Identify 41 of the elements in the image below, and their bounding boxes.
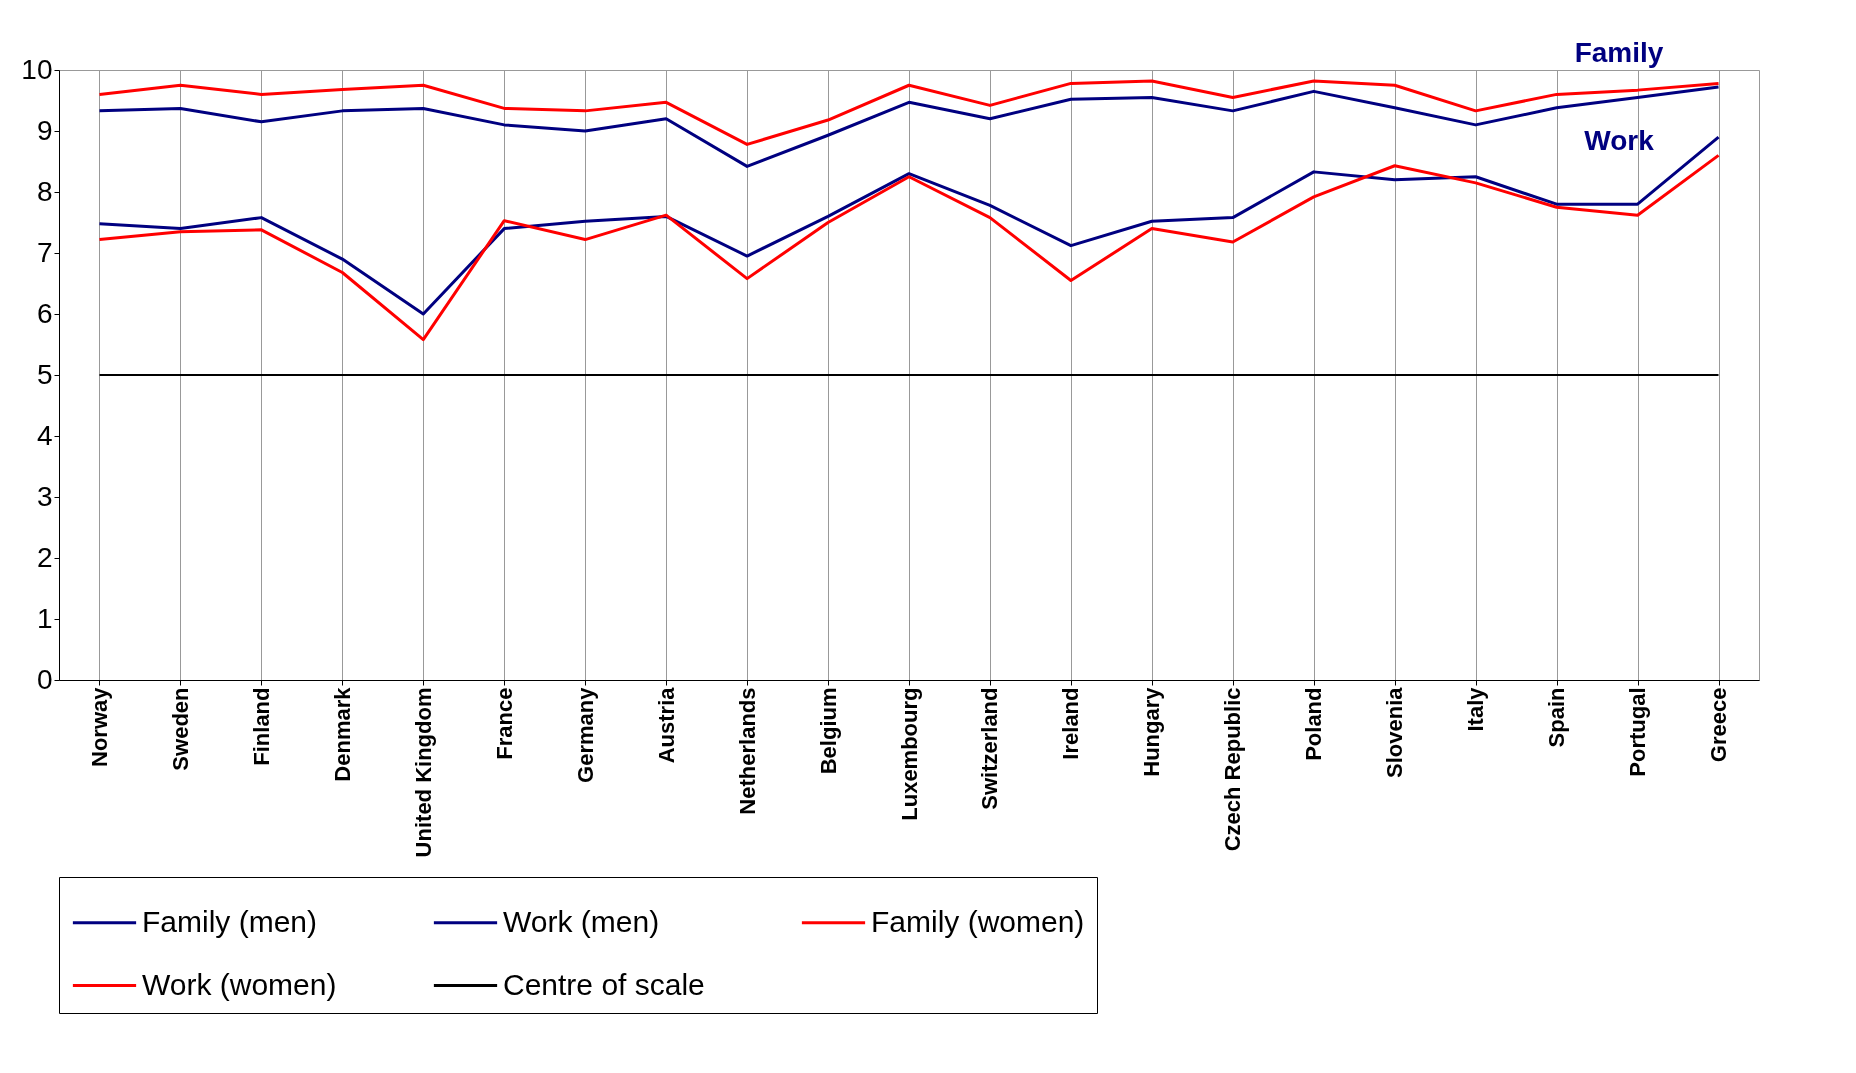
text: Family <box>1574 37 1664 68</box>
x-tick-label: Greece <box>1706 687 1732 763</box>
x-tick-label: United Kingdom <box>410 687 436 858</box>
x-tick-label: Ireland <box>1058 687 1084 760</box>
y-tick-label: 5 <box>36 358 53 390</box>
x-tick-label: France <box>491 687 517 760</box>
x-tick-label: Hungary <box>1139 686 1165 777</box>
legend-label: Centre of scale <box>503 967 705 1001</box>
legend-label: Family (men) <box>142 904 318 938</box>
legend-label: Work (men) <box>503 904 660 938</box>
x-tick-label: Norway <box>86 686 112 767</box>
y-tick-label: 0 <box>36 663 53 695</box>
annotation: Work <box>1584 125 1655 156</box>
y-tick-label: 10 <box>21 53 53 85</box>
x-tick-label: Finland <box>248 687 274 766</box>
y-tick-label: 1 <box>36 602 53 634</box>
x-tick-label: Switzerland <box>977 687 1003 810</box>
x-tick-label: Portugal <box>1625 687 1651 777</box>
x-tick-label: Belgium <box>815 687 841 775</box>
y-tick-label: 4 <box>36 419 53 451</box>
x-tick-label: Luxembourg <box>896 687 922 821</box>
x-tick-label: Sweden <box>167 687 193 771</box>
y-tick-label: 6 <box>36 297 53 329</box>
x-tick-label: Netherlands <box>734 687 760 815</box>
y-tick-label: 3 <box>36 480 53 512</box>
x-tick-label: Slovenia <box>1382 686 1408 778</box>
x-tick-label: Germany <box>572 686 598 783</box>
line-series <box>97 85 1721 168</box>
y-tick-label: 8 <box>36 175 53 207</box>
y-tick-label: 2 <box>36 541 53 573</box>
legend-label: Family (women) <box>871 904 1085 938</box>
x-tick-label: Denmark <box>329 686 355 782</box>
y-tick-label: 7 <box>36 236 53 268</box>
x-tick-label: Spain <box>1544 687 1570 748</box>
x-tick-label: Austria <box>653 686 679 764</box>
x-tick-label: Italy <box>1463 686 1489 732</box>
x-tick-label: Czech Republic <box>1220 687 1246 852</box>
line-series <box>97 153 1721 342</box>
y-tick-label: 9 <box>36 114 53 146</box>
x-tick-label: Poland <box>1301 687 1327 761</box>
legend-label: Work (women) <box>142 967 337 1001</box>
